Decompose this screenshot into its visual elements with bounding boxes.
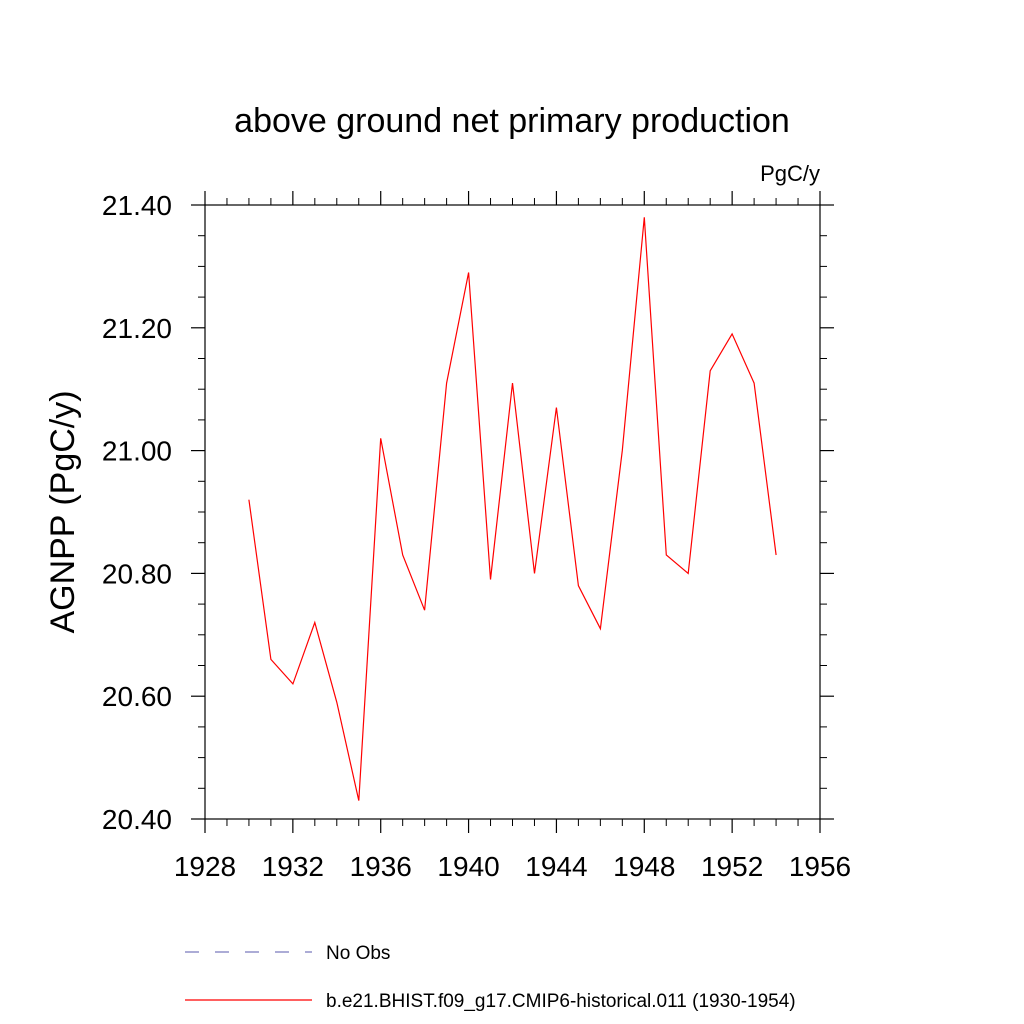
- axis-ticks: [191, 191, 834, 833]
- tick-labels: 1928 1932 1936 1940 1944 1948 1952 1956 20.40 20.…: [102, 190, 851, 882]
- y-tick-label: 20.60: [102, 681, 172, 712]
- x-tick-label: 1936: [350, 851, 412, 882]
- y-tick-label: 21.40: [102, 190, 172, 221]
- x-tick-label: 1956: [789, 851, 851, 882]
- legend-label: No Obs: [326, 943, 390, 964]
- legend: No Obs b.e21.BHIST.f09_g17.CMIP6-historic…: [185, 943, 796, 1012]
- x-tick-label: 1928: [174, 851, 236, 882]
- plot-frame: [204, 204, 821, 820]
- units-label: PgC/y: [760, 161, 820, 186]
- series-line: [248, 217, 777, 801]
- y-tick-label: 20.80: [102, 558, 172, 589]
- x-tick-label: 1940: [437, 851, 499, 882]
- legend-label: b.e21.BHIST.f09_g17.CMIP6-historical.011…: [326, 991, 796, 1012]
- x-tick-label: 1944: [525, 851, 587, 882]
- y-tick-label: 20.40: [102, 804, 172, 835]
- series-lines: [248, 217, 777, 801]
- x-tick-label: 1948: [613, 851, 675, 882]
- chart-title: above ground net primary production: [234, 102, 790, 140]
- x-tick-label: 1952: [701, 851, 763, 882]
- y-axis-label: AGNPP (PgC/y): [44, 390, 82, 633]
- y-tick-label: 21.20: [102, 313, 172, 344]
- x-tick-label: 1932: [262, 851, 324, 882]
- y-tick-label: 21.00: [102, 436, 172, 467]
